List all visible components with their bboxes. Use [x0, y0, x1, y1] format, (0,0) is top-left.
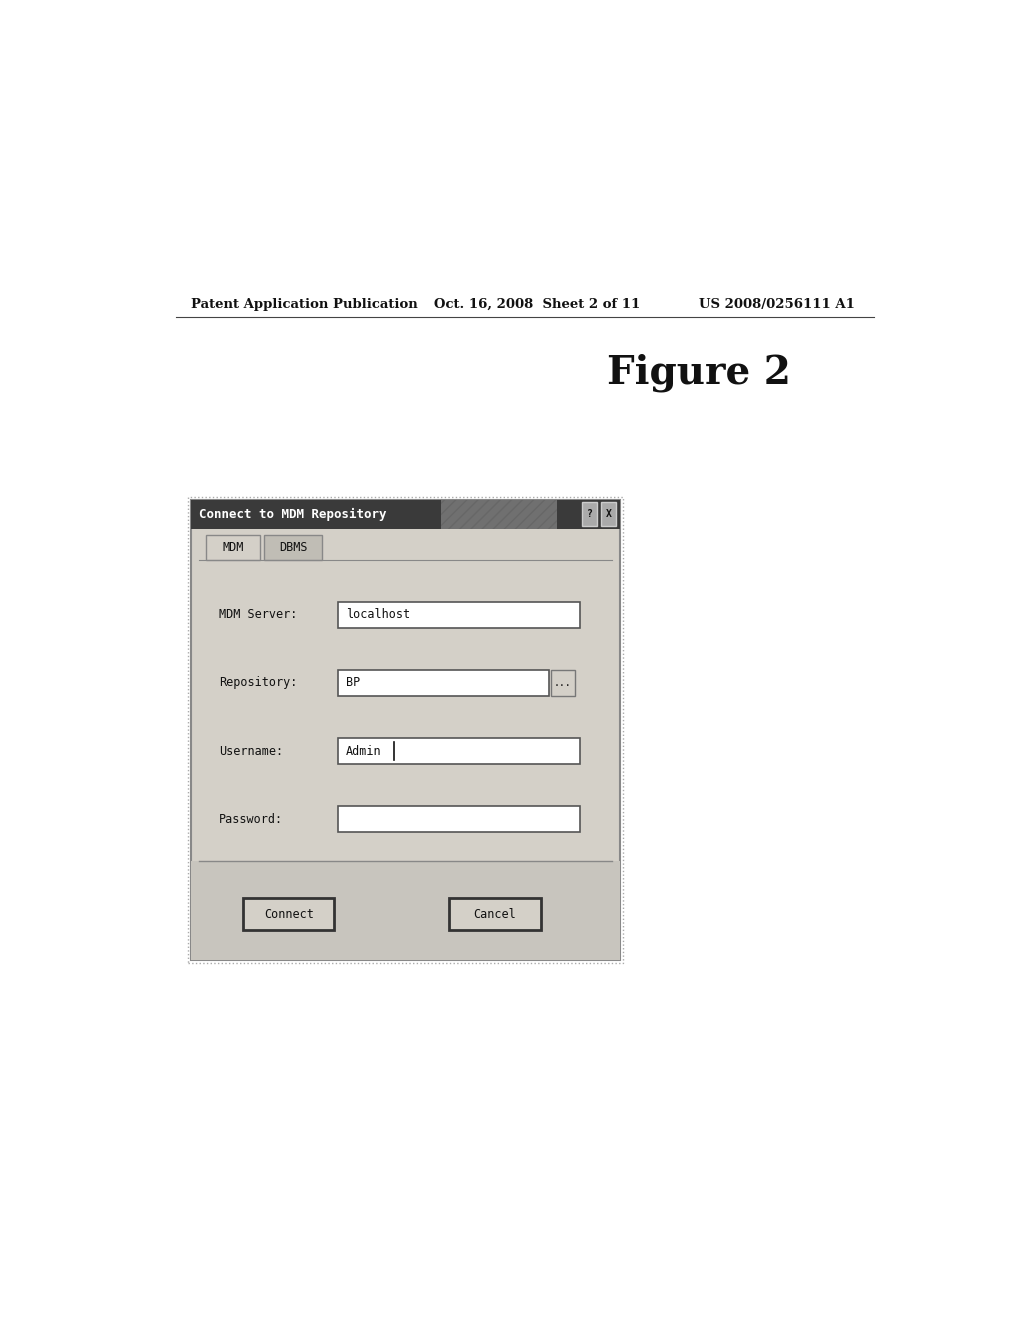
Bar	[188, 496, 624, 964]
Text: Username:: Username:	[219, 744, 284, 758]
Bar	[338, 602, 581, 628]
Bar	[191, 500, 621, 528]
Bar	[582, 503, 597, 527]
Bar	[243, 899, 334, 931]
Text: ...: ...	[554, 678, 571, 688]
Bar	[450, 899, 541, 931]
Text: Oct. 16, 2008  Sheet 2 of 11: Oct. 16, 2008 Sheet 2 of 11	[433, 298, 640, 312]
Bar	[206, 535, 260, 560]
Text: US 2008/0256111 A1: US 2008/0256111 A1	[699, 298, 855, 312]
Bar	[551, 669, 574, 696]
Text: BP: BP	[346, 676, 360, 689]
FancyArrowPatch shape	[334, 620, 355, 671]
Text: Cancel: Cancel	[474, 908, 516, 921]
Text: Repository:: Repository:	[219, 676, 298, 689]
Text: Patent Application Publication: Patent Application Publication	[191, 298, 418, 312]
Text: ?: ?	[587, 510, 593, 519]
Bar	[191, 500, 621, 960]
Bar	[338, 669, 549, 696]
Bar	[191, 861, 621, 960]
Text: Admin: Admin	[346, 744, 382, 758]
Text: Connect: Connect	[264, 908, 313, 921]
Bar	[338, 807, 581, 832]
Text: MDM Server:: MDM Server:	[219, 609, 298, 622]
Text: localhost: localhost	[346, 609, 411, 622]
Text: DBMS: DBMS	[279, 541, 307, 554]
Text: Figure 2: Figure 2	[607, 354, 792, 392]
Bar	[441, 500, 557, 528]
Text: MDM: MDM	[222, 541, 244, 554]
Text: Connect to MDM Repository: Connect to MDM Repository	[200, 508, 387, 521]
Bar	[338, 738, 581, 764]
Bar	[264, 535, 322, 560]
Bar	[601, 503, 616, 527]
Text: Password:: Password:	[219, 813, 284, 825]
Text: 200: 200	[323, 597, 356, 615]
Text: X: X	[605, 510, 611, 519]
